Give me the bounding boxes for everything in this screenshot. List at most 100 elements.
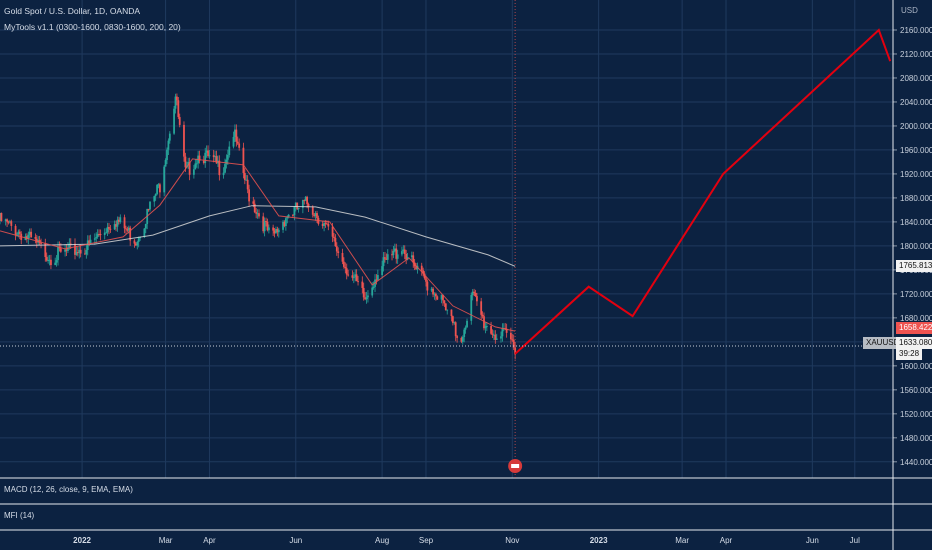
candle-body xyxy=(412,255,415,263)
candle-body xyxy=(393,248,396,251)
price-tick-label: 2040.000 xyxy=(900,98,932,107)
candle-body xyxy=(109,228,112,230)
time-axis[interactable]: 2022 Mar Apr Jun Aug Sep Nov 2023 Mar Apr Jun Jul xyxy=(73,536,860,545)
candle-body xyxy=(401,251,403,255)
candle-body xyxy=(115,224,117,227)
candle-body xyxy=(375,279,378,281)
candle-body xyxy=(337,251,340,253)
candle-body xyxy=(262,216,265,232)
candle-body xyxy=(495,338,498,340)
candle-body xyxy=(314,213,317,217)
candle-body xyxy=(99,234,102,236)
chart-title[interactable]: Gold Spot / U.S. Dollar, 1D, OANDA xyxy=(4,6,141,16)
candle-body xyxy=(406,256,409,260)
candle-body xyxy=(293,206,296,216)
candle-body xyxy=(466,320,468,328)
candle-body xyxy=(57,246,59,261)
candle-body xyxy=(451,316,454,323)
indicator-legend[interactable]: MyTools v1.1 (0300-1600, 0830-1600, 200,… xyxy=(4,22,181,32)
candle-body xyxy=(85,250,88,255)
candle-body xyxy=(136,241,139,246)
candle-body xyxy=(84,253,86,255)
candle-body xyxy=(265,221,267,223)
candle-body xyxy=(174,96,177,109)
candle-body xyxy=(177,100,180,118)
candle-body xyxy=(103,232,106,236)
candle-body xyxy=(183,124,185,157)
candle-body xyxy=(108,226,110,229)
macd-pane-label[interactable]: MACD (12, 26, close, 9, EMA, EMA) xyxy=(4,485,133,494)
candle-body xyxy=(98,233,100,235)
candle-body xyxy=(509,332,512,340)
candle-body xyxy=(355,274,358,282)
candle-body xyxy=(16,234,18,236)
candle-body xyxy=(263,221,266,232)
candle-body xyxy=(410,255,413,257)
candle-body xyxy=(0,212,3,222)
price-tick-label: 1440.000 xyxy=(900,458,932,467)
candle-body xyxy=(423,273,426,279)
candle-body xyxy=(204,152,207,163)
candle-body xyxy=(208,155,211,157)
candle-body xyxy=(127,227,130,231)
candle-body xyxy=(450,309,453,317)
candle-body xyxy=(306,196,309,204)
candle-body xyxy=(156,185,158,195)
candle-body xyxy=(143,228,146,238)
price-tick-label: 2080.000 xyxy=(900,74,932,83)
candle-body xyxy=(225,159,228,165)
candle-body xyxy=(347,274,350,276)
candle-body xyxy=(47,260,50,262)
candle-body xyxy=(335,246,338,252)
price-tick-label: 1560.000 xyxy=(900,386,932,395)
candle-body xyxy=(444,303,447,311)
candle-body xyxy=(352,277,355,279)
mfi-pane-label[interactable]: MFI (14) xyxy=(4,511,35,520)
candle-body xyxy=(184,156,187,168)
candle-body xyxy=(68,243,71,248)
candle-body xyxy=(276,229,279,233)
candle-body xyxy=(228,146,231,156)
candle-body xyxy=(426,281,429,291)
price-tick-label: 1920.000 xyxy=(900,170,932,179)
candle-body xyxy=(78,249,81,254)
candle-body xyxy=(137,237,140,242)
time-tick-label: Nov xyxy=(505,536,519,545)
candle-body xyxy=(344,266,347,269)
candle-body xyxy=(382,257,385,267)
candle-body xyxy=(494,334,497,340)
candle-body xyxy=(147,208,150,210)
candle-body xyxy=(333,236,335,239)
candle-body xyxy=(194,163,197,170)
candle-body xyxy=(74,243,76,255)
candle-body xyxy=(89,239,92,244)
candle-body xyxy=(357,281,359,283)
candle-body xyxy=(117,219,120,222)
candle-body xyxy=(76,251,79,254)
candle-body xyxy=(45,257,48,261)
ma-line xyxy=(0,205,516,267)
candle-body xyxy=(491,333,494,335)
candle-body xyxy=(125,228,127,230)
candle-body xyxy=(28,231,31,235)
candle-body xyxy=(116,219,119,227)
candle-body xyxy=(345,268,348,275)
candle-body xyxy=(7,221,10,223)
time-tick-label: Sep xyxy=(419,536,434,545)
candle-body xyxy=(266,221,269,231)
candle-body xyxy=(246,179,249,190)
candle-body xyxy=(361,281,364,288)
price-axis[interactable]: 1440.000 1480.000 1520.000 1560.000 1600.000… xyxy=(893,26,932,467)
price-tick-label: 1960.000 xyxy=(900,146,932,155)
candle-body xyxy=(238,143,241,148)
candle-body xyxy=(166,149,168,161)
price-tick-label: 1680.000 xyxy=(900,314,932,323)
candle-body xyxy=(10,221,13,226)
candle-body xyxy=(396,254,399,259)
candle-body xyxy=(67,247,69,251)
candle-body xyxy=(514,347,517,355)
candle-body xyxy=(484,326,487,329)
candlesticks xyxy=(0,93,517,360)
